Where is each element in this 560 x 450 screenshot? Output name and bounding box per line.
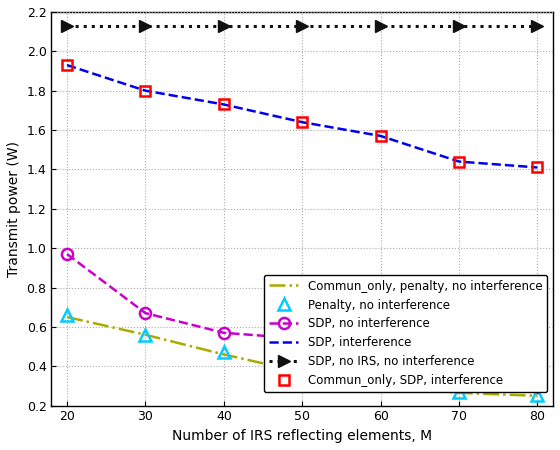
X-axis label: Number of IRS reflecting elements, M: Number of IRS reflecting elements, M	[172, 429, 432, 443]
Legend: Commun_only, penalty, no interference, Penalty, no interference, SDP, no interfe: Commun_only, penalty, no interference, P…	[264, 275, 547, 392]
Y-axis label: Transmit power (W): Transmit power (W)	[7, 141, 21, 277]
